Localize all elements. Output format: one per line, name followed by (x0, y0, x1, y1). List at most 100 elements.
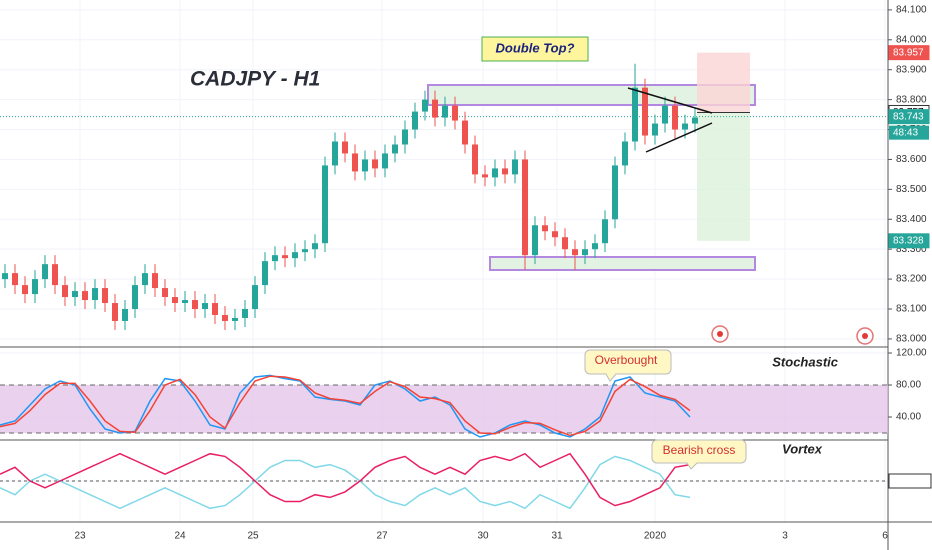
bearish-bubble (651, 439, 747, 470)
candle-body (482, 174, 488, 178)
y-tick-label: 84.000 (896, 34, 927, 45)
candle-body (552, 231, 558, 238)
candle-body (392, 144, 398, 154)
y-tick-label: 84.100 (896, 5, 927, 16)
candle-body (682, 123, 688, 130)
candle-body (272, 255, 278, 262)
candle-body (582, 249, 588, 256)
target-zone (697, 52, 750, 113)
candle-body (442, 105, 448, 118)
candle-body (462, 120, 468, 145)
candle-body (622, 141, 628, 166)
triangle-upper (627, 87, 713, 114)
candle-body (312, 243, 318, 250)
y-tick-label: 83.500 (896, 184, 927, 195)
stoch-band (0, 385, 888, 433)
candle-body (292, 252, 298, 259)
x-tick-label: 6 (882, 531, 888, 542)
y-tick-label: 83.600 (896, 154, 927, 165)
price-tag-label: 83.328 (893, 235, 924, 246)
candle-body (142, 273, 148, 286)
candle-body (452, 105, 458, 121)
x-tick-label: 2020 (644, 531, 667, 542)
candle-body (542, 225, 548, 232)
candle-body (232, 317, 238, 321)
candle-body (122, 309, 128, 321)
candle-body (672, 105, 678, 130)
bearish-label: Bearish cross (663, 443, 736, 457)
candle-body (512, 159, 518, 175)
candle-body (522, 159, 528, 256)
candle-body (562, 237, 568, 250)
candle-body (422, 99, 428, 112)
indicator-line (0, 452, 691, 507)
overbought-label: Overbought (595, 353, 658, 367)
y-tick-label: 83.000 (896, 334, 927, 345)
candle-body (602, 219, 608, 244)
resistance-zone (427, 84, 756, 106)
candle-body (492, 168, 498, 178)
pattern-label: Double Top? (496, 40, 575, 55)
candle-body (152, 273, 158, 289)
event-icon (862, 333, 868, 339)
candle-body (172, 297, 178, 304)
price-tag-label: 83.743 (893, 111, 924, 122)
candle-body (72, 291, 78, 298)
candle-body (62, 285, 68, 298)
candle-body (432, 99, 438, 118)
candle-body (402, 129, 408, 145)
indicator-line (0, 455, 691, 510)
triangle-lower (645, 122, 713, 153)
countdown-label: 48:43 (893, 127, 918, 138)
y-tick-label: 83.100 (896, 304, 927, 315)
candle-body (342, 141, 348, 154)
x-tick-label: 31 (551, 531, 563, 542)
candle-body (42, 264, 48, 280)
vortex-label: Vortex (782, 441, 823, 456)
y-tick-label: 83.400 (896, 214, 927, 225)
candle-body (652, 123, 658, 136)
candle-body (282, 255, 288, 259)
candle-body (32, 279, 38, 295)
y-tick-label: 83.300 (896, 244, 927, 255)
candle-body (132, 285, 138, 310)
candle-body (162, 288, 168, 298)
chart-title: CADJPY - H1 (190, 68, 320, 91)
candle-body (252, 285, 258, 310)
event-icon (711, 325, 729, 343)
candle-body (242, 309, 248, 318)
candle-body (412, 111, 418, 130)
candle-body (692, 117, 698, 124)
x-tick-label: 30 (477, 531, 489, 542)
candle-body (382, 153, 388, 169)
candle-body (212, 303, 218, 315)
y-tick-label: 83.900 (896, 64, 927, 75)
candle-body (322, 165, 328, 244)
x-tick-label: 24 (174, 531, 186, 542)
candle-body (572, 249, 578, 256)
x-tick-label: 25 (247, 531, 259, 542)
countdown-tag (889, 125, 929, 140)
candle-body (2, 273, 8, 280)
price-tag-label: 83.957 (893, 47, 924, 58)
event-icon (856, 327, 874, 345)
indicators (0, 374, 888, 510)
stochastic-label: Stochastic (772, 354, 839, 369)
event-icon (717, 331, 723, 337)
candle-body (92, 288, 98, 301)
candle-body (332, 141, 338, 166)
vortex-tag (888, 473, 932, 489)
candle-body (372, 159, 378, 169)
x-tick-label: 23 (74, 531, 86, 542)
price-tag (888, 233, 930, 249)
candles (2, 63, 698, 330)
candle-body (302, 249, 308, 253)
y-tick-label: 83.800 (896, 94, 927, 105)
candle-body (182, 300, 188, 304)
candle-body (102, 288, 108, 304)
y-tick-label: 40.00 (896, 412, 921, 423)
candle-body (262, 261, 268, 286)
y-tick-label: 80.00 (896, 380, 921, 391)
candle-body (532, 225, 538, 256)
